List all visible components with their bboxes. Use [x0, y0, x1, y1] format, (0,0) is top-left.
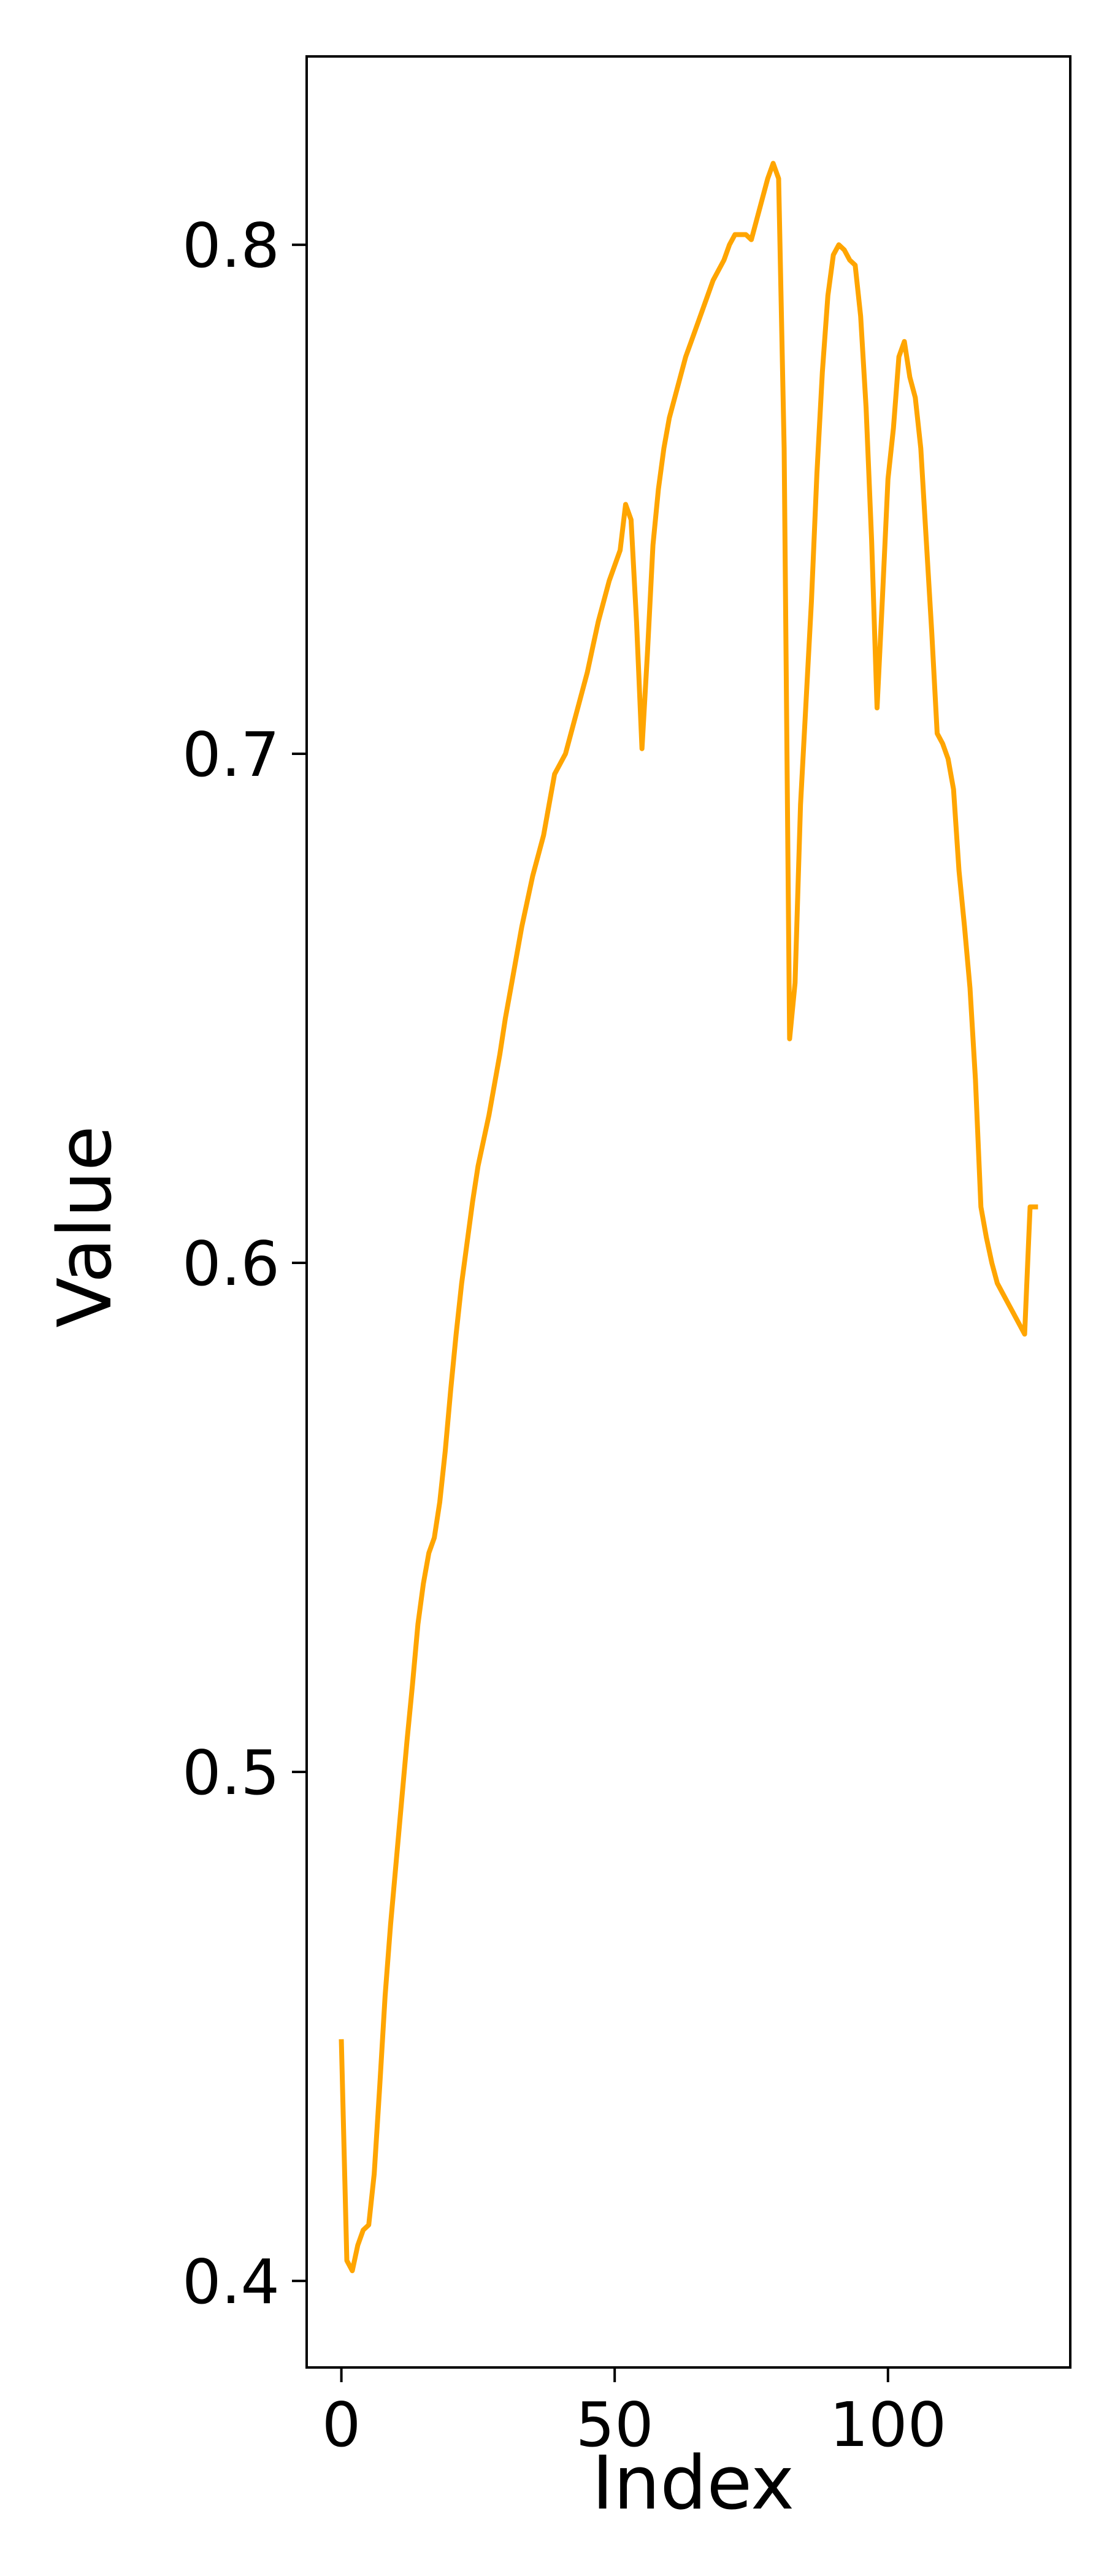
plot-area [305, 55, 1071, 2369]
y-axis-label: Value [43, 1125, 128, 1328]
plot-frame [305, 55, 1071, 2369]
y-tick-label: 0.8 [182, 210, 280, 282]
y-tick-label: 0.4 [182, 2246, 280, 2318]
y-tick-label: 0.7 [182, 719, 280, 791]
y-tick-label: 0.5 [182, 1737, 280, 1809]
x-axis-label: Index [592, 2441, 794, 2526]
series-line-0 [339, 161, 1038, 2274]
y-tick-label: 0.6 [182, 1228, 280, 1300]
y-axis-ticks: 0.4 0.5 0.6 0.7 0.8 [182, 210, 307, 2318]
x-axis-ticks: 0 50 100 [322, 2367, 946, 2461]
x-tick-label: 0 [322, 2389, 361, 2461]
x-tick-label: 100 [829, 2389, 946, 2461]
x-tick-label: 50 [576, 2389, 654, 2461]
